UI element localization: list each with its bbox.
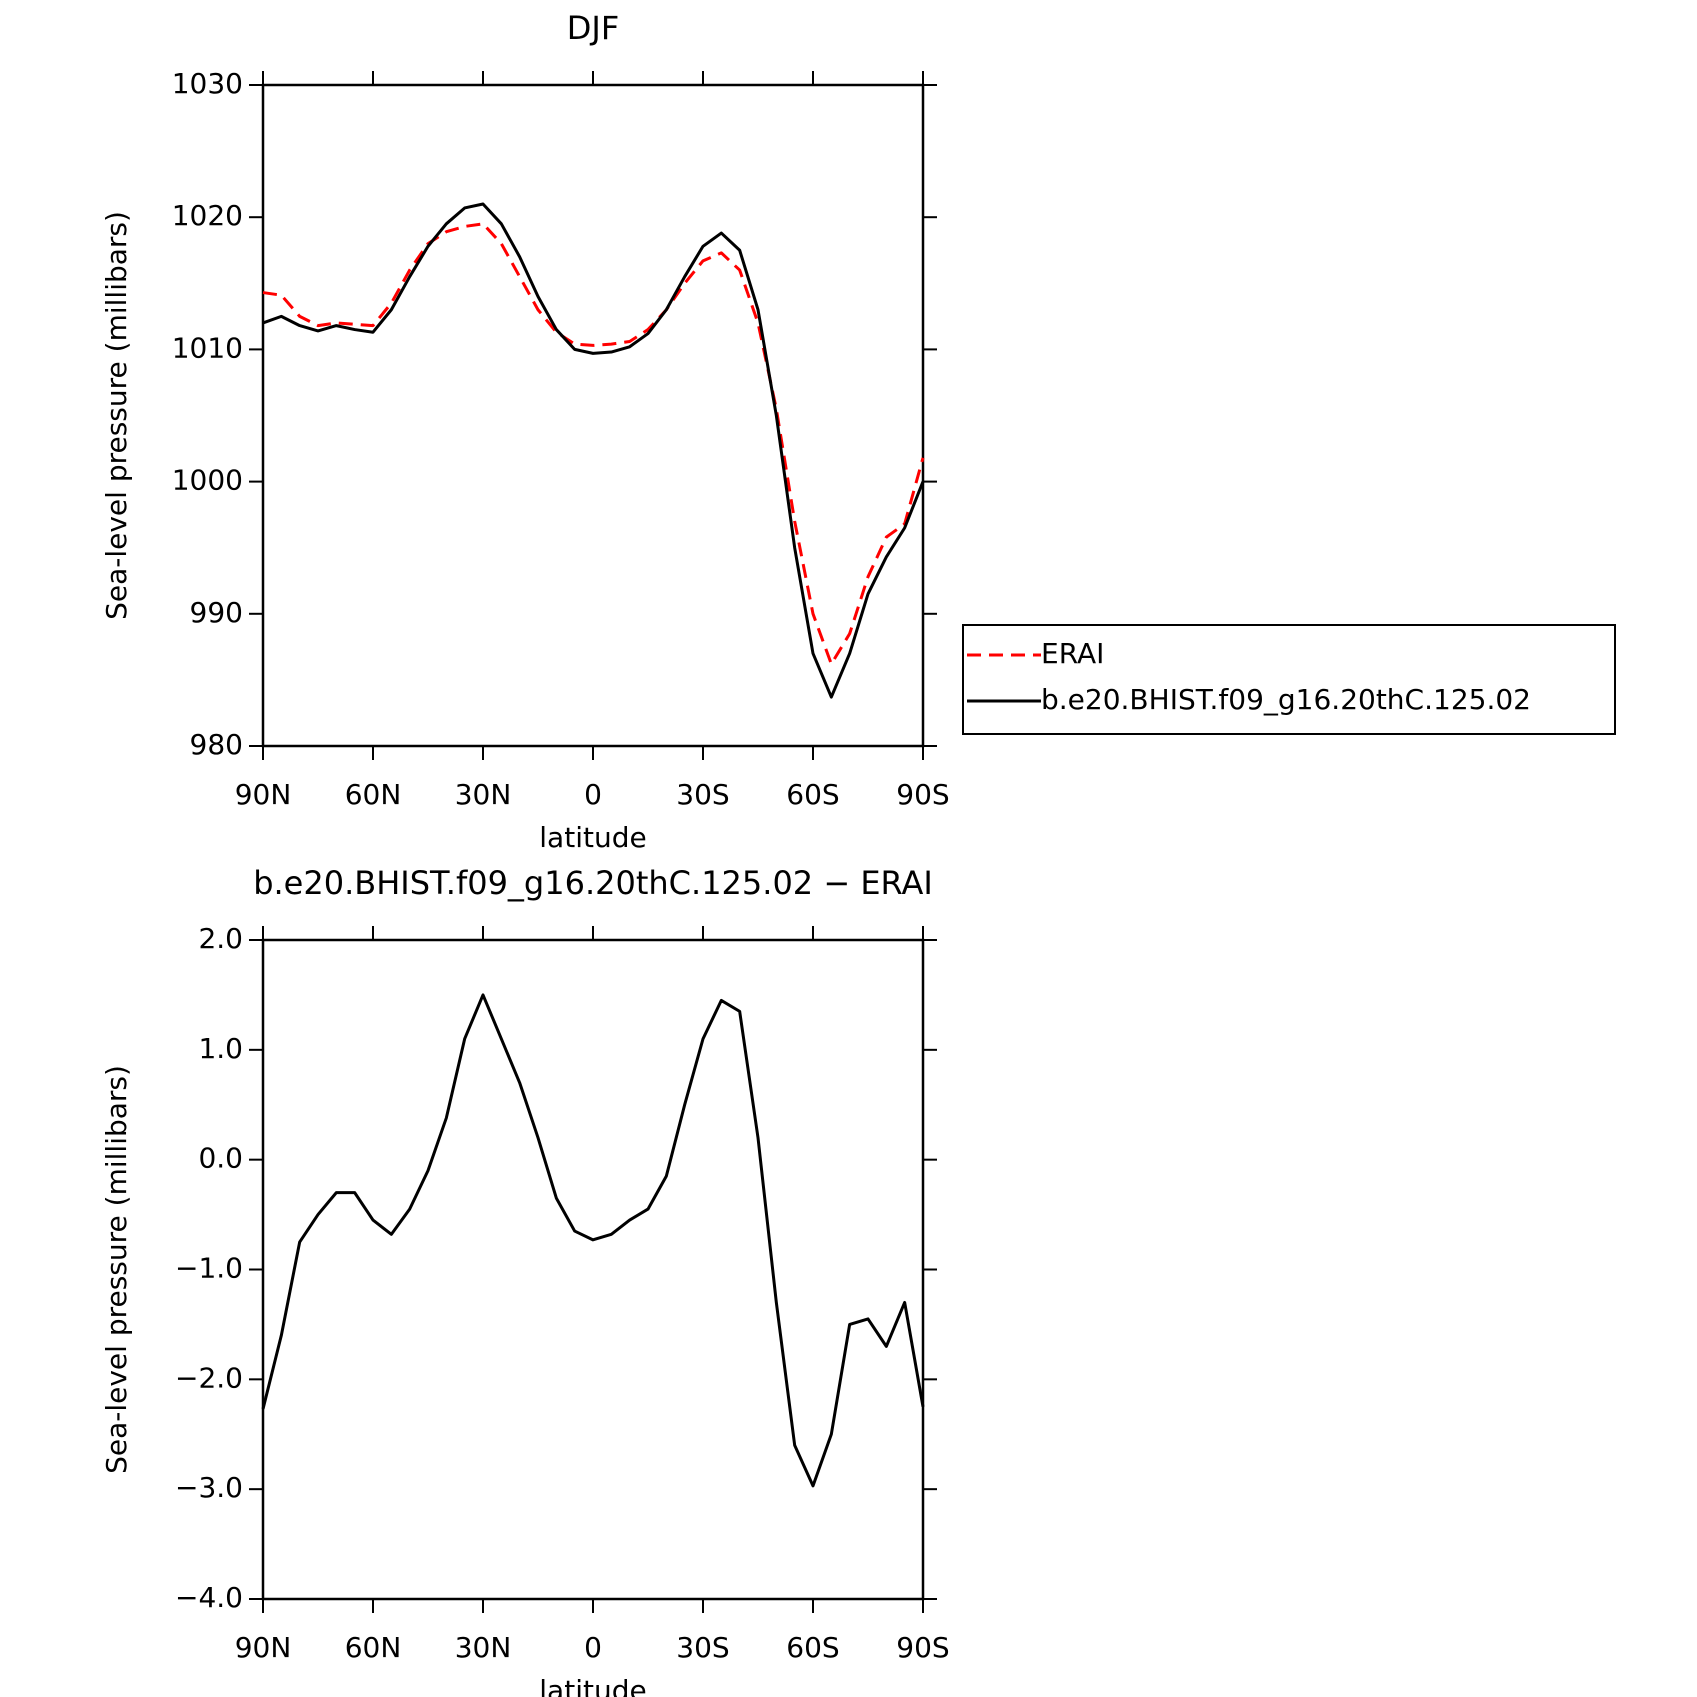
x-tick-label: 60N [345, 778, 402, 811]
x-axis-label: latitude [539, 1674, 646, 1697]
x-tick-label: 0 [584, 778, 602, 811]
y-tick-label: 1030 [172, 67, 243, 100]
x-tick-label: 60N [345, 1631, 402, 1664]
y-tick-label: 1000 [172, 464, 243, 497]
y-tick-label: 0.0 [198, 1142, 243, 1175]
x-tick-label: 90S [896, 778, 949, 811]
y-tick-label: 2.0 [198, 922, 243, 955]
x-tick-label: 30S [676, 778, 729, 811]
legend-label: ERAI [1041, 637, 1104, 670]
y-tick-label: 1010 [172, 331, 243, 364]
chart-title: DJF [567, 9, 619, 47]
x-tick-label: 90S [896, 1631, 949, 1664]
x-tick-label: 30S [676, 1631, 729, 1664]
y-tick-label: 980 [190, 728, 243, 761]
x-tick-label: 60S [786, 778, 839, 811]
y-axis-label: Sea-level pressure (millibars) [100, 211, 133, 620]
y-tick-label: −4.0 [175, 1581, 243, 1614]
y-tick-label: −3.0 [175, 1471, 243, 1504]
y-tick-label: 1.0 [198, 1032, 243, 1065]
series-line [262, 202, 925, 699]
x-tick-label: 60S [786, 1631, 839, 1664]
y-tick-label: −1.0 [175, 1252, 243, 1285]
y-tick-label: 1020 [172, 199, 243, 232]
legend-box [962, 624, 1616, 735]
x-tick-label: 90N [235, 1631, 292, 1664]
y-axis-label: Sea-level pressure (millibars) [100, 1065, 133, 1474]
series-line [261, 993, 925, 1488]
y-tick-label: −2.0 [175, 1361, 243, 1394]
series-line [262, 222, 925, 666]
x-tick-label: 90N [235, 778, 292, 811]
chart-title: b.e20.BHIST.f09_g16.20thC.125.02 − ERAI [253, 864, 933, 902]
plot-frame [261, 938, 925, 1601]
x-tick-label: 30N [455, 778, 512, 811]
legend-label: b.e20.BHIST.f09_g16.20thC.125.02 [1041, 683, 1531, 716]
x-axis-label: latitude [539, 821, 646, 854]
x-tick-label: 30N [455, 1631, 512, 1664]
x-tick-label: 0 [584, 1631, 602, 1664]
y-tick-label: 990 [190, 596, 243, 629]
plot-frame [261, 83, 925, 748]
